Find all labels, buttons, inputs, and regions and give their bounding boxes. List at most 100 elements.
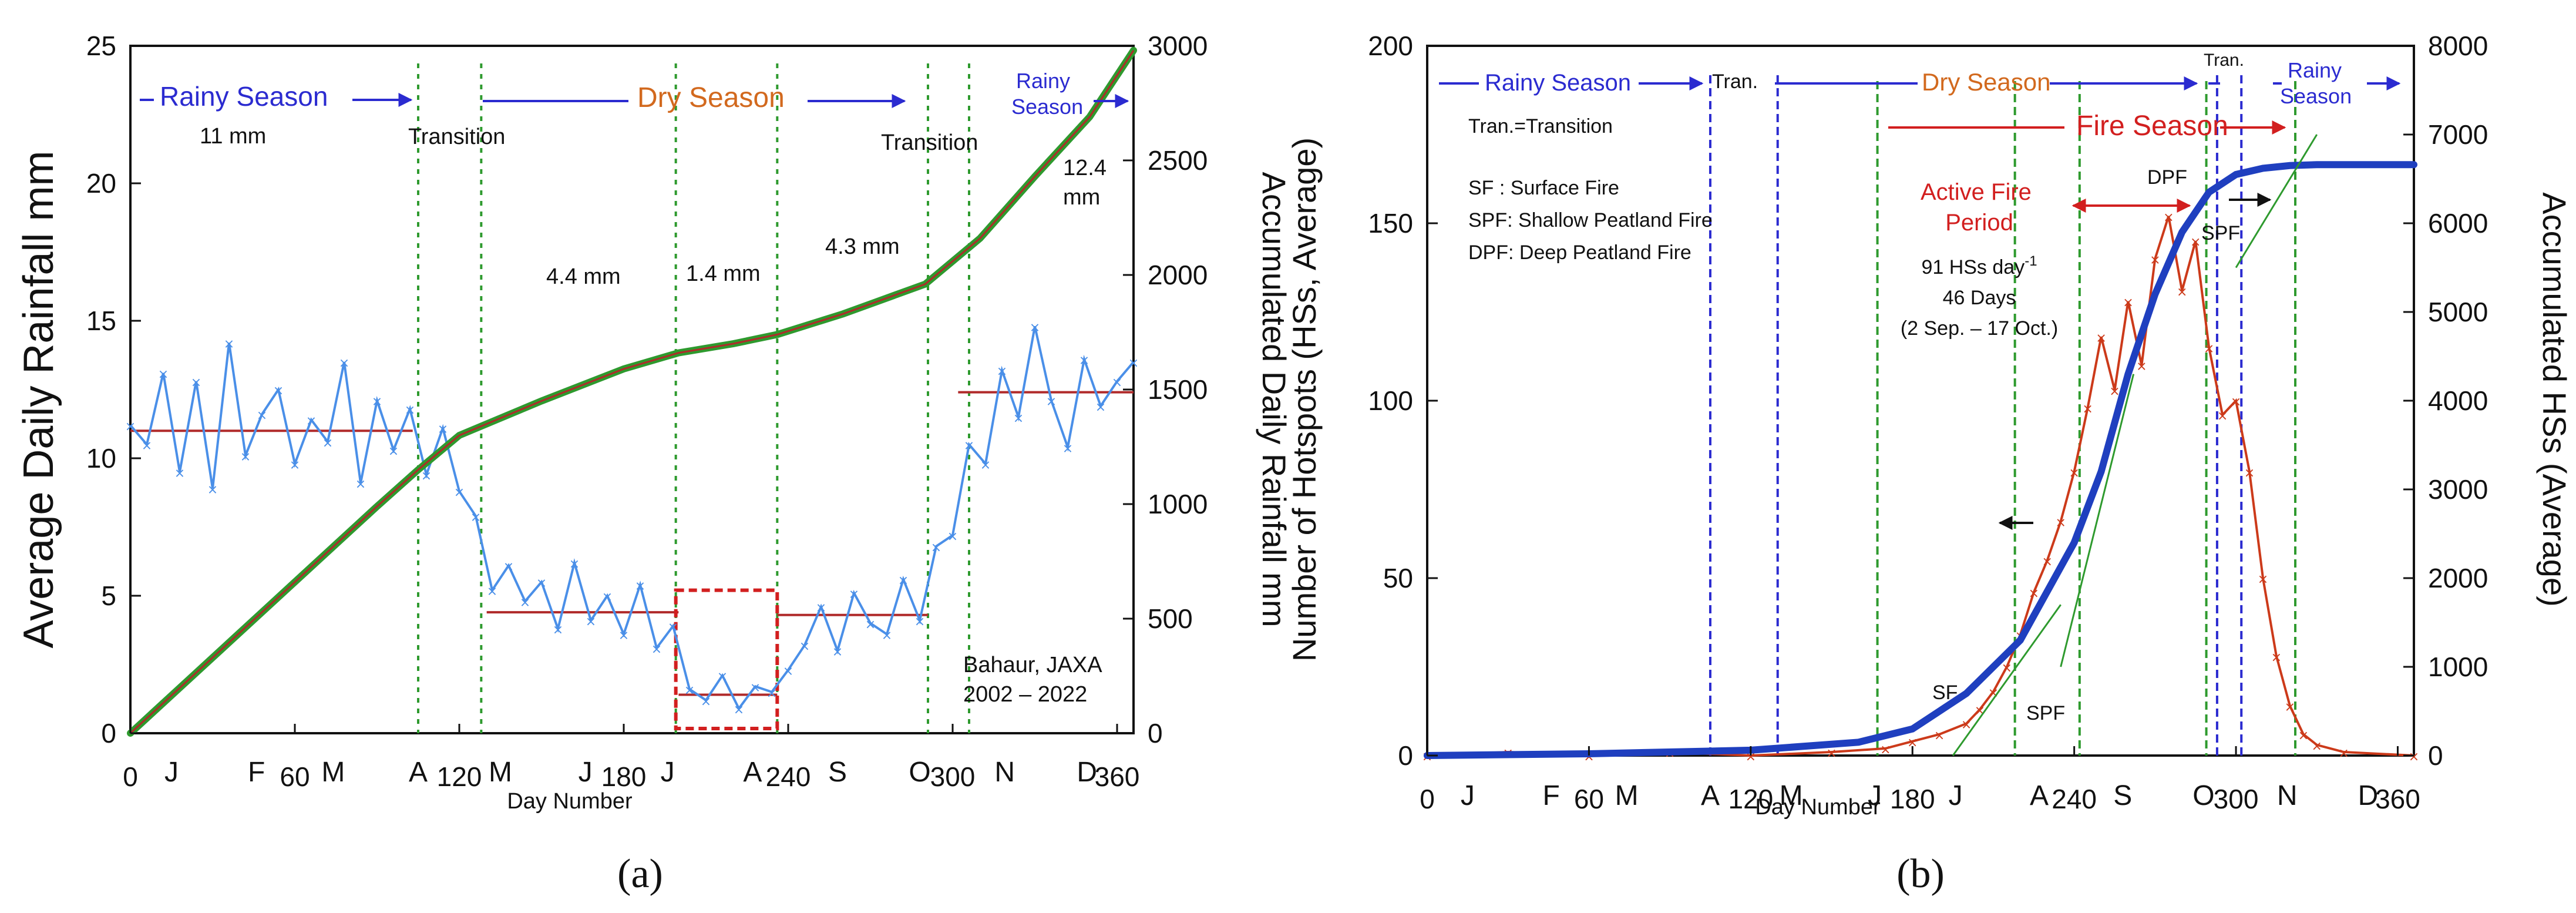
mean-label-dry-2: 1.4 mm	[686, 261, 761, 286]
hotspot-count-point: ×	[2029, 586, 2039, 601]
hotspot-count-point: ×	[2042, 555, 2053, 569]
daily-rainfall-point: ×	[207, 482, 218, 497]
panel-b-month-label: A	[1701, 780, 1720, 811]
daily-rainfall-point: ×	[717, 670, 728, 684]
daily-rainfall-point: ×	[372, 395, 382, 409]
daily-rainfall-point: ×	[1046, 395, 1057, 409]
panel-b-legend: SF : Surface Fire SPF: Shallow Peatland …	[1468, 177, 1713, 264]
tran-definition: Tran.=Transition	[1468, 115, 1613, 137]
tangent-line	[2235, 134, 2318, 268]
active-fire-rate: 91 HSs day-1	[1921, 253, 2037, 278]
daily-rainfall-point: ×	[355, 477, 366, 492]
panel-b-month-label: F	[1542, 780, 1559, 811]
panel-b-ticks: 0 60 120 180 240 300 360 J F M A M J J A S O N D 0 50 100 150 2…	[1368, 31, 2488, 814]
daily-rainfall-point: ×	[125, 419, 136, 434]
dry-period-highlight-box	[674, 588, 779, 731]
panel-b-y-left-tick-label: 150	[1368, 208, 1413, 239]
daily-rainfall-point: ×	[536, 576, 547, 591]
daily-rainfall-point: ×	[882, 629, 892, 643]
active-fire-dates: (2 Sep. – 17 Oct.)	[1901, 317, 2058, 340]
hotspot-count-point: ×	[1907, 736, 1918, 750]
panel-a-month-label: M	[321, 757, 345, 788]
hotspot-count-point: ×	[2177, 285, 2187, 300]
daily-rainfall-point: ×	[158, 367, 169, 382]
active-fire-title: Active Fire Period	[1921, 179, 2038, 236]
panel-b-month-label: A	[2030, 780, 2049, 811]
b-rainy-season-2-line1: Rainy	[2288, 58, 2342, 82]
daily-rainfall-point: ×	[1095, 400, 1106, 415]
panel-a-y-left-tick-label: 15	[86, 306, 116, 336]
daily-rainfall-point: ×	[849, 587, 859, 602]
accumulated-hotspot-line	[1424, 161, 2417, 759]
panel-b-x-label: Day Number	[1755, 795, 1881, 820]
panel-b-month-label: S	[2113, 780, 2132, 811]
panel-b-y-left-tick-label: 200	[1368, 31, 1413, 61]
active-fire-rate-exponent: -1	[2025, 253, 2037, 269]
panel-a-x-tick-label: 0	[123, 761, 138, 792]
panel-a-x-tick-label: 120	[437, 761, 482, 792]
hotspot-count-point: ×	[2163, 210, 2174, 225]
panel-b-x-tick-label: 240	[2052, 784, 2097, 814]
panel-a-month-label: A	[743, 757, 762, 788]
daily-rainfall-point: ×	[273, 384, 284, 398]
panel-a-ticks: 0 60 120 180 240 300 360 J F M A M J J A S O N D 0 5 10 15 20 25…	[86, 31, 1208, 792]
panel-b-y-right-tick-label: 0	[2428, 740, 2443, 771]
daily-rainfall-point: ×	[405, 403, 415, 418]
daily-rainfall-point: ×	[290, 458, 300, 472]
panel-b-month-label: J	[1949, 780, 1963, 811]
daily-rainfall-point: ×	[240, 449, 251, 464]
panel-a-month-label: S	[828, 757, 847, 788]
accumulated-rainfall-trend	[129, 49, 1135, 734]
panel-a-y-right-tick-label: 3000	[1148, 31, 1208, 61]
daily-rainfall-point: ×	[701, 694, 711, 709]
legend-dpf: DPF: Deep Peatland Fire	[1468, 241, 1691, 264]
daily-rainfall-point: ×	[783, 664, 793, 679]
rainy-season-2-line2: Season	[1011, 95, 1083, 119]
panel-a-series: × × × × × × × × × × × × × × × × × × × × × × × × × × × × × × × × × × × × × × × ×…	[125, 46, 1139, 737]
panel-a-season-headers: Rainy Season Dry Season Rainy Season Tra…	[140, 69, 1129, 155]
panel-a-y-right-tick-label: 2500	[1148, 145, 1208, 176]
transition-1-label: Transition	[408, 125, 505, 149]
daily-rainfall-point: ×	[569, 557, 580, 572]
panel-a-x-tick-label: 360	[1095, 761, 1140, 792]
panel-a-annotations: 11 mm 4.4 mm 1.4 mm 4.3 mm 12.4 mm Bahau…	[200, 124, 1107, 707]
panel-b-y-right-tick-label: 8000	[2428, 31, 2488, 61]
daily-rainfall-point: ×	[421, 469, 432, 484]
daily-rainfall-point: ×	[553, 623, 563, 637]
panel-b-y-right-tick-label: 5000	[2428, 297, 2488, 327]
mean-label-dry-3: 4.3 mm	[825, 234, 900, 259]
panel-b-month-label: O	[2192, 780, 2214, 811]
panel-b-x-tick-label: 360	[2375, 784, 2420, 814]
hotspot-count-point: ×	[2409, 750, 2419, 764]
panel-a-caption: (a)	[617, 851, 663, 897]
daily-rainfall-point: ×	[635, 579, 645, 593]
panel-b-y-right-tick-label: 3000	[2428, 474, 2488, 505]
hotspot-count-point: ×	[2055, 515, 2066, 530]
source-note-line2: 2002 – 2022	[963, 682, 1087, 707]
panel-b: × × × × × × × × ×××××××××××××××××××××××××××× × × 0…	[1286, 31, 2573, 897]
panel-a-month-label: M	[489, 757, 512, 788]
daily-rainfall-line	[129, 325, 1135, 711]
hotspot-count-point: ×	[2312, 739, 2322, 754]
daily-rainfall-point: ×	[503, 560, 514, 575]
hotspot-count-point: ×	[2338, 746, 2349, 761]
daily-rainfall-point: ×	[898, 573, 909, 588]
daily-rainfall-point: ×	[651, 642, 662, 657]
daily-rainfall-point: ×	[750, 680, 761, 695]
hotspot-count-point: ×	[2258, 572, 2268, 587]
rainy-season-2-label: Rainy Season	[1011, 69, 1083, 119]
panel-a-x-tick-label: 180	[601, 761, 647, 792]
daily-rainfall-point: ×	[602, 590, 613, 605]
panel-b-x-tick-label: 300	[2214, 784, 2259, 814]
daily-rainfall-point: ×	[684, 683, 695, 698]
daily-rainfall-point: ×	[487, 585, 497, 599]
active-fire-title-line1: Active Fire	[1921, 179, 2032, 205]
panel-a-y-left-tick-label: 10	[86, 443, 116, 474]
daily-rainfall-point: ×	[470, 510, 481, 525]
daily-rainfall-point: ×	[931, 541, 941, 555]
panel-a-month-label: A	[409, 757, 428, 788]
daily-rainfall-point: ×	[257, 408, 267, 423]
panel-b-x-tick-label: 0	[1420, 784, 1435, 814]
panel-a-y-left-label: Average Daily Rainfall mm	[15, 151, 62, 649]
hotspot-count-point: ×	[2217, 409, 2228, 424]
